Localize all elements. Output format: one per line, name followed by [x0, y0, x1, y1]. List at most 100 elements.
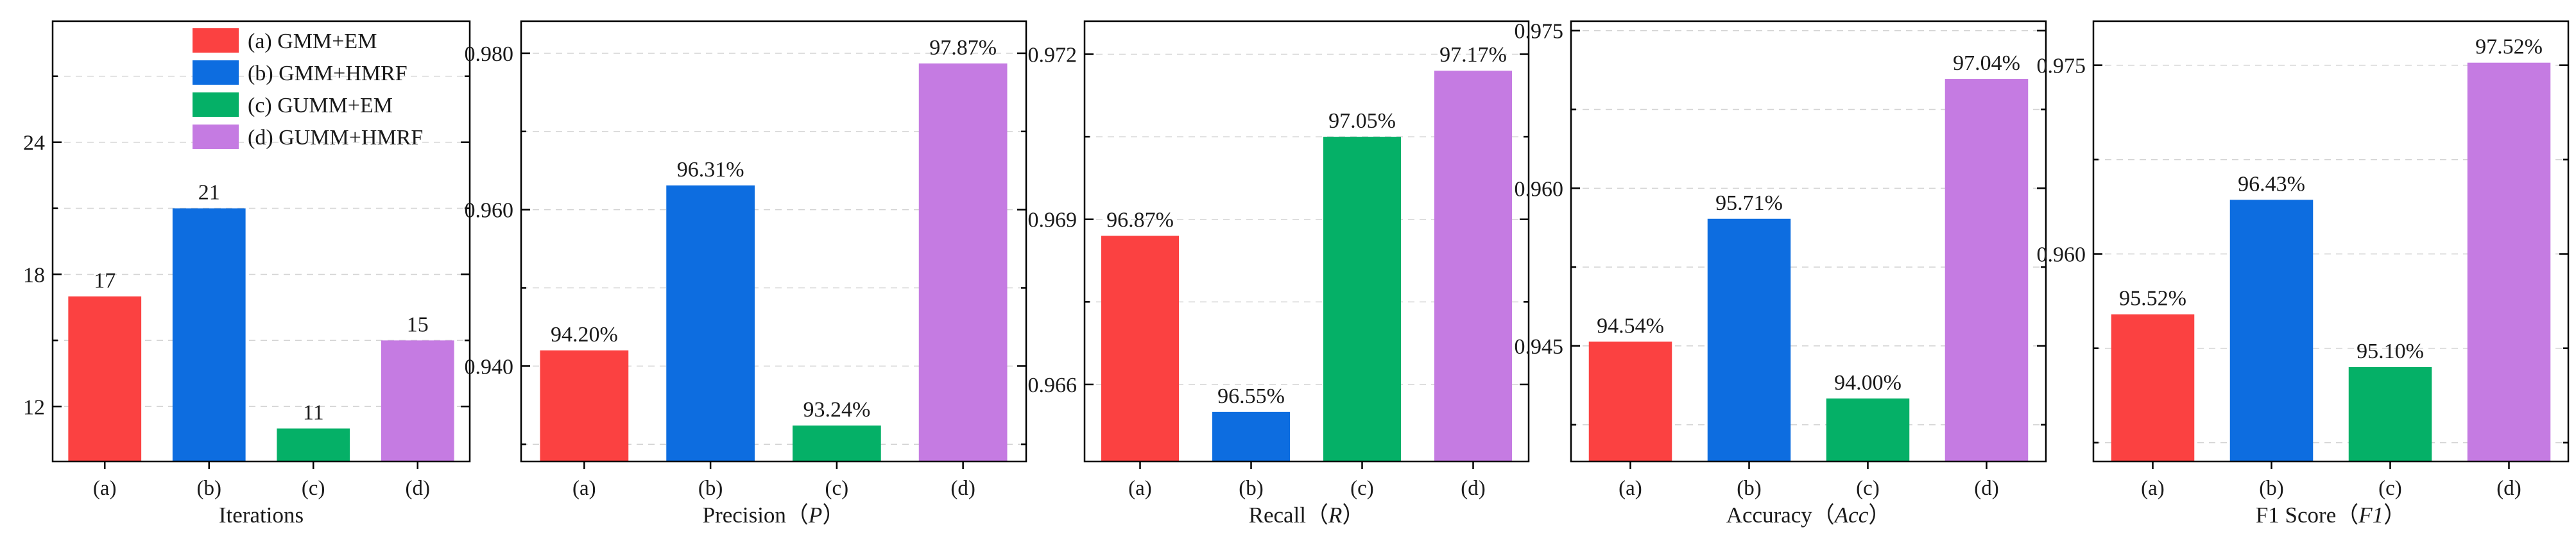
bar-a: [1101, 236, 1180, 461]
bar-d: [381, 340, 454, 461]
x-tick-label: (a): [1619, 477, 1642, 500]
bar-value-label: 97.87%: [929, 36, 997, 60]
bar-value-label: 95.52%: [2119, 287, 2186, 311]
y-tick-label: 24: [23, 132, 45, 155]
y-tick-label: 0.966: [1028, 374, 1078, 397]
bar-value-label: 96.87%: [1106, 208, 1174, 232]
chart-panel-3: 96.87% (a) 96.55% (b) 97.05% (c) 97.17% (d) 0.96…: [1028, 20, 1530, 528]
y-tick-label: 0.940: [465, 355, 514, 379]
y-tick-label: 0.975: [1515, 20, 1564, 44]
bar-a: [1588, 341, 1672, 461]
legend-swatch-b: [193, 60, 239, 85]
chart-panel-2: 94.20% (a) 96.31% (b) 93.24% (c) 97.87% (d) 0.94…: [465, 20, 1027, 528]
bar-c: [1826, 398, 1910, 461]
bar-value-label: 96.31%: [677, 158, 744, 182]
bar-d: [1945, 79, 2029, 461]
x-tick-label: (c): [825, 477, 849, 500]
bar-d: [1434, 71, 1513, 462]
bar-value-label: 94.00%: [1834, 371, 1902, 395]
plot-frame: [1570, 20, 2047, 463]
bar-value-label: 17: [94, 269, 116, 293]
x-tick-label: (c): [1350, 477, 1374, 500]
x-axis-label: F1 Score（F1）: [2256, 503, 2406, 528]
legend-entry-label: (a) GMM+EM: [248, 30, 377, 53]
bar-b: [666, 185, 755, 461]
x-tick-label: (a): [93, 477, 117, 500]
x-tick-label: (d): [2496, 477, 2521, 500]
x-tick-label: (b): [1737, 477, 1761, 500]
bar-a: [2111, 314, 2195, 461]
plot-frame: [51, 20, 471, 463]
chart-panel-4: 94.54% (a) 95.71% (b) 94.00% (c) 97.04% (d) 0.94…: [1515, 20, 2047, 528]
x-tick-label: (b): [1239, 477, 1263, 500]
x-tick-label: (a): [572, 477, 596, 500]
legend-entry-label: (b) GMM+HMRF: [248, 62, 408, 85]
bar-value-label: 93.24%: [803, 398, 870, 422]
x-tick-label: (d): [950, 477, 975, 500]
y-tick-label: 12: [23, 395, 45, 419]
x-tick-label: (b): [197, 477, 221, 500]
x-tick-label: (a): [1128, 477, 1152, 500]
y-tick-label: 0.960: [1515, 177, 1564, 201]
bar-value-label: 95.71%: [1715, 191, 1783, 215]
y-tick-label: 0.960: [465, 199, 514, 223]
bar-b: [1212, 411, 1291, 461]
plot-frame: [2092, 20, 2570, 463]
bar-value-label: 15: [407, 313, 429, 336]
legend: (a) GMM+EM (b) GMM+HMRF (c) GUMM+EM (d) GUM…: [193, 28, 423, 150]
x-tick-label: (c): [2378, 477, 2402, 500]
x-axis-label: Iterations: [219, 503, 304, 528]
x-tick-label: (d): [1461, 477, 1485, 500]
bar-value-label: 97.04%: [1953, 51, 2020, 75]
legend-swatch-c: [193, 92, 239, 117]
legend-entry-label: (c) GUMM+EM: [248, 94, 393, 117]
y-tick-label: 0.969: [1028, 209, 1078, 232]
x-tick-label: (d): [1974, 477, 1998, 500]
y-tick-label: 0.945: [1515, 335, 1564, 359]
bar-value-label: 97.17%: [1439, 43, 1507, 67]
chart-panel-5: 95.52% (a) 96.43% (b) 95.10% (c) 97.52% (d) 0.96…: [2037, 20, 2570, 528]
bar-value-label: 96.43%: [2238, 172, 2305, 196]
x-axis-label: Accuracy（Acc）: [1726, 503, 1891, 528]
bar-c: [2348, 367, 2432, 461]
bar-value-label: 94.54%: [1597, 314, 1664, 338]
bar-b: [1707, 218, 1791, 461]
bar-d: [918, 63, 1008, 462]
x-tick-label: (b): [2259, 477, 2283, 500]
bar-c: [793, 425, 881, 461]
x-tick-label: (b): [698, 477, 723, 500]
bar-value-label: 21: [198, 181, 220, 205]
x-axis-label: Precision（P）: [703, 503, 845, 528]
bar-value-label: 95.10%: [2357, 340, 2424, 363]
plot-frame: [1083, 20, 1530, 463]
y-tick-label: 0.960: [2037, 243, 2086, 267]
legend-entry-label: (d) GUMM+HMRF: [248, 126, 423, 150]
y-tick-label: 18: [23, 263, 45, 287]
legend-swatch-a: [193, 28, 239, 53]
bar-value-label: 94.20%: [551, 323, 618, 347]
x-tick-label: (a): [2141, 477, 2165, 500]
y-tick-label: 0.980: [465, 42, 514, 66]
bar-value-label: 11: [303, 401, 324, 425]
bar-a: [68, 296, 142, 461]
x-axis-label: Recall（R）: [1249, 503, 1365, 528]
bar-value-label: 97.52%: [2475, 35, 2543, 59]
x-tick-label: (d): [406, 477, 430, 500]
chart-panel-1: 17 (a) 21 (b) 11 (c) 15 (d) 12 18 24 Iterations (a) …: [23, 20, 471, 528]
bar-b: [172, 208, 246, 461]
bar-c: [1323, 137, 1402, 461]
plot-frame: [520, 20, 1027, 463]
bar-d: [2467, 62, 2551, 462]
y-tick-label: 0.972: [1028, 43, 1078, 67]
bar-b: [2229, 200, 2314, 461]
y-tick-label: 0.975: [2037, 55, 2086, 78]
bar-c: [277, 428, 350, 461]
x-tick-label: (c): [1856, 477, 1880, 500]
bar-value-label: 96.55%: [1217, 384, 1285, 408]
legend-swatch-d: [193, 125, 239, 149]
bar-a: [540, 350, 629, 461]
bar-value-label: 97.05%: [1328, 109, 1396, 133]
x-tick-label: (c): [302, 477, 325, 500]
